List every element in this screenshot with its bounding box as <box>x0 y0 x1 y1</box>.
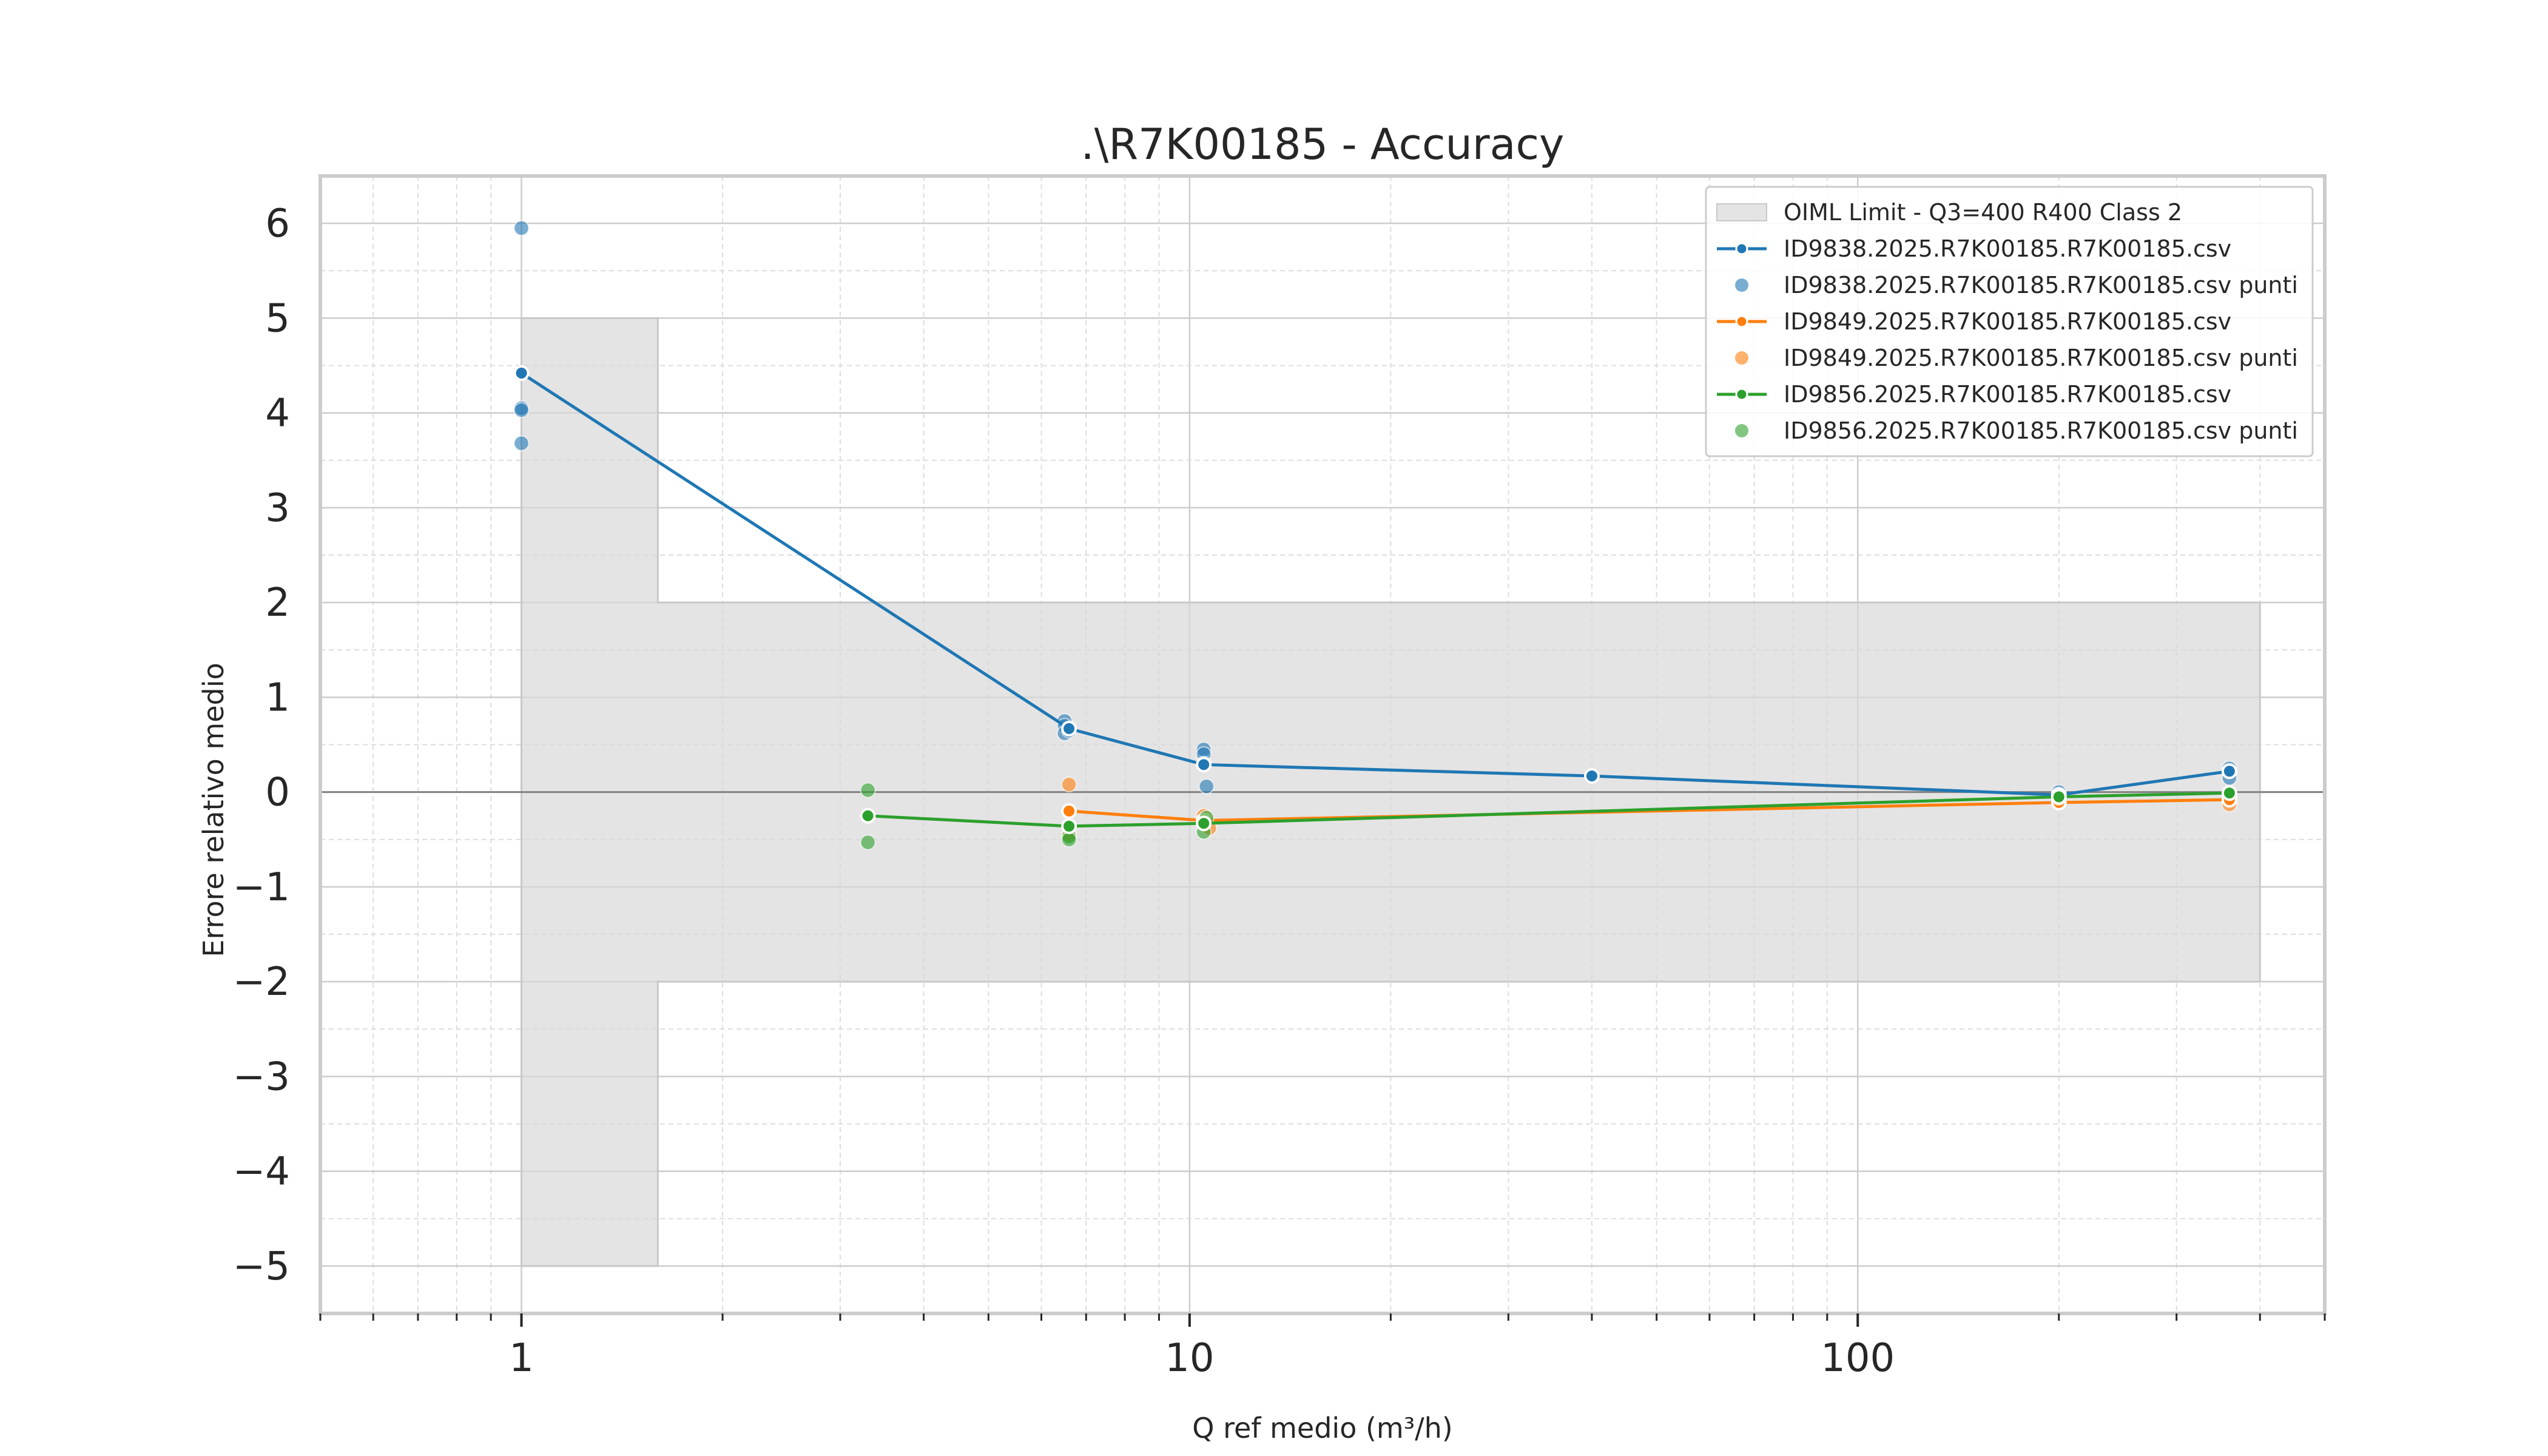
legend-point-swatch <box>1735 351 1748 365</box>
y-tick-label: 1 <box>265 675 290 720</box>
series-3-scatter-point <box>860 834 876 851</box>
series-3-line-marker <box>860 807 876 824</box>
series-1-scatter-point <box>513 435 530 451</box>
y-tick-label: 3 <box>265 486 290 531</box>
legend-line-marker <box>1735 388 1748 401</box>
y-tick-label: 6 <box>265 201 290 246</box>
y-tick-label: 5 <box>265 296 290 341</box>
y-tick-label: −5 <box>233 1244 290 1289</box>
legend-line-marker <box>1735 242 1748 255</box>
x-axis-label: Q ref medio (m³/h) <box>1192 1412 1453 1444</box>
series-2-scatter-point <box>1061 777 1077 793</box>
y-tick-label: −4 <box>233 1150 290 1195</box>
legend: OIML Limit - Q3=400 R400 Class 2 ID9838.2… <box>1705 186 2314 457</box>
series-1-line <box>521 371 2230 797</box>
legend-entry-label: ID9838.2025.R7K00185.R7K00185.csv punti <box>1784 272 2298 298</box>
y-tick-label: −2 <box>233 960 290 1005</box>
series-1-scatter-point <box>513 220 530 236</box>
legend-point-swatch <box>1735 278 1748 292</box>
plot-area: 1 10 100 −5 −4 −3 −2 −1 0 1 2 3 4 5 6 <box>233 174 2327 1381</box>
series-3-scatter-point <box>1061 831 1077 848</box>
legend-line-marker <box>1735 315 1748 328</box>
x-tick-label: 100 <box>1821 1336 1895 1381</box>
y-tick-label: 0 <box>265 770 290 815</box>
x-tick-label: 1 <box>509 1336 534 1381</box>
legend-point-swatch <box>1735 424 1748 437</box>
y-axis-label: Errore relativo medio <box>197 662 230 957</box>
series-1-scatter-point <box>1198 778 1215 795</box>
series-1-line-marker <box>2221 763 2237 780</box>
legend-band-swatch <box>1716 203 1767 221</box>
series-3-line-marker <box>1196 815 1212 832</box>
series-1-line-marker <box>513 365 530 381</box>
y-tick-label: −1 <box>233 865 290 910</box>
legend-entry-label: ID9849.2025.R7K00185.R7K00185.csv punti <box>1784 345 2298 371</box>
series-1-line-marker <box>1061 720 1077 736</box>
legend-box <box>1705 186 2314 457</box>
y-tick-label: 2 <box>265 581 290 625</box>
legend-entry-label: ID9856.2025.R7K00185.R7K00185.csv punti <box>1784 417 2298 444</box>
y-tick-label: 4 <box>265 391 290 436</box>
legend-entry-label: ID9856.2025.R7K00185.R7K00185.csv <box>1784 381 2231 408</box>
legend-entry-label: OIML Limit - Q3=400 R400 Class 2 <box>1784 199 2182 226</box>
series-3-line-marker <box>2051 789 2067 805</box>
y-tick-label: −3 <box>233 1054 290 1099</box>
chart-title: .\R7K00185 - Accuracy <box>1081 120 1565 169</box>
plot-frame <box>318 174 2327 1315</box>
series-1-line-marker <box>1196 757 1212 773</box>
series-3-scatter-point <box>860 782 876 798</box>
series-1-line-marker <box>1583 768 1600 784</box>
series-1-scatter-point <box>513 402 530 418</box>
legend-entry-label: ID9849.2025.R7K00185.R7K00185.csv <box>1784 308 2231 335</box>
series-3-line-marker <box>2221 785 2237 801</box>
legend-entry-label: ID9838.2025.R7K00185.R7K00185.csv <box>1784 235 2231 262</box>
series-3-line-marker <box>1061 818 1077 834</box>
series-2-line-marker <box>1061 803 1077 819</box>
x-tick-label: 10 <box>1165 1336 1214 1381</box>
